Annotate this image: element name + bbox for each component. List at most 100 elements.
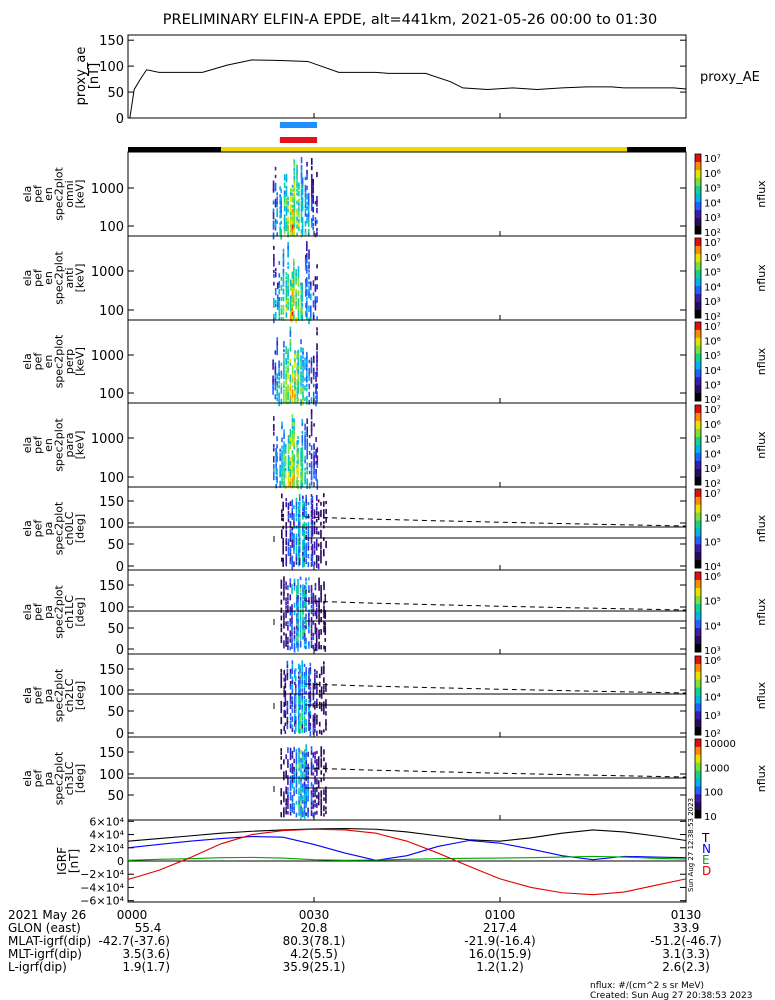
spectrogram-cell <box>303 641 306 645</box>
spectrogram-cell <box>312 764 315 770</box>
spectrogram-cell <box>303 773 306 778</box>
spectrogram-cell <box>318 581 320 586</box>
spectrogram-cell <box>308 621 310 628</box>
spectrogram-cell <box>274 304 277 308</box>
spectrogram-cell <box>306 269 308 274</box>
spectrogram-cell <box>318 701 321 706</box>
spectrogram-cell <box>291 604 293 610</box>
spectrogram-cell <box>282 501 284 507</box>
spectrogram-cell <box>305 645 307 650</box>
spectrogram-cell <box>291 802 294 809</box>
spectrogram-cell <box>303 537 306 542</box>
spectrogram-cell <box>274 268 277 272</box>
spectrogram-cell <box>310 632 313 637</box>
spectrogram-cell <box>287 621 289 625</box>
spectrogram-cell <box>297 727 300 734</box>
spectrogram-cell <box>293 310 295 316</box>
spectrogram-cell <box>280 386 283 392</box>
colorbar-segment <box>695 604 701 613</box>
spectrogram-cell <box>276 298 279 305</box>
spectrogram-cell <box>278 313 281 317</box>
colorbar-tick-label: 10³ <box>704 646 721 657</box>
spectrogram-cell <box>310 608 313 615</box>
spectrogram-cell <box>301 676 303 681</box>
spectrogram-cell <box>314 767 316 773</box>
spectrogram-cell <box>296 172 298 178</box>
spectrogram-cell <box>298 791 300 796</box>
colorbar-tick-label: 10³ <box>704 297 721 308</box>
spectrogram-cell <box>318 605 320 611</box>
spectrogram-cell <box>289 795 292 801</box>
spectrogram-cell <box>307 534 310 539</box>
spectrogram-cell <box>280 672 283 679</box>
spectrogram-cell <box>280 188 283 194</box>
spectrogram-cell <box>304 266 307 271</box>
spectrogram-cell <box>298 182 300 188</box>
spectrogram-cell <box>285 189 288 195</box>
spectrogram-cell <box>293 646 296 653</box>
spec-ylabel-line: pef <box>32 602 45 621</box>
spectrogram-cell <box>297 357 300 363</box>
spectrogram-cell <box>294 374 296 380</box>
spectrogram-cell <box>310 206 313 211</box>
spectrogram-cell <box>299 616 302 622</box>
spectrogram-cell <box>303 663 306 668</box>
spectrogram-cell <box>303 719 306 726</box>
spectrogram-cell <box>284 443 287 451</box>
spectrogram-cell <box>325 727 327 731</box>
spectrogram-cell <box>305 593 307 600</box>
spectrogram-cell <box>298 537 301 542</box>
spectrogram-cell <box>290 228 292 233</box>
spectrogram-cell <box>291 539 294 545</box>
spectrogram-cell <box>297 663 300 670</box>
spectrogram-cell <box>310 790 313 795</box>
spectrogram-cell <box>293 505 295 510</box>
spectrogram-cell <box>287 502 290 509</box>
spectrogram-cell <box>291 724 294 730</box>
spectrogram-cell <box>325 723 327 727</box>
colorbar-segment <box>695 703 701 712</box>
spec-ytick-label: 100 <box>99 304 124 319</box>
colorbar-segment <box>695 170 701 179</box>
spectrogram-cell <box>295 756 298 763</box>
spectrogram-cell <box>307 196 310 204</box>
spectrogram-cell <box>301 482 304 487</box>
spectrogram-cell <box>289 783 292 789</box>
spectrogram-cell <box>297 463 299 469</box>
spectrogram-cell <box>297 549 300 556</box>
spec-ylabel-line: [keV] <box>74 264 87 293</box>
spectrogram-cell <box>302 375 304 383</box>
spectrogram-cell <box>310 498 313 504</box>
spectrogram-cell <box>299 688 301 693</box>
spectrogram-cell <box>301 177 304 183</box>
spectrogram-cell <box>289 668 292 675</box>
spectrogram-cell <box>285 522 288 526</box>
spectrogram-cell <box>291 728 294 733</box>
spectrogram-cell <box>324 622 327 626</box>
spectrogram-cell <box>280 728 283 735</box>
spectrogram-cell <box>310 762 313 767</box>
spectrogram-cell <box>285 585 287 590</box>
spectrogram-cell <box>296 386 299 394</box>
spectrogram-cell <box>304 471 306 476</box>
spectrogram-cell <box>291 696 294 700</box>
spectrogram-cell <box>317 563 320 569</box>
colorbar-tick-label: 10⁵ <box>704 538 721 549</box>
spectrogram-cell <box>294 720 297 726</box>
spectrogram-cell <box>291 515 294 520</box>
spectrogram-cell <box>294 721 296 727</box>
spectrogram-cell <box>310 425 313 431</box>
spectrogram-cell <box>294 358 296 363</box>
loss-cone-dashed <box>304 516 687 527</box>
spectrogram-cell <box>283 385 285 389</box>
colorbar-segment <box>695 437 701 446</box>
spec-ytick-label: 100 <box>99 471 124 486</box>
spectrogram-cell <box>285 390 287 397</box>
spectrogram-cell <box>310 514 313 518</box>
spectrogram-cell <box>310 365 313 372</box>
spectrogram-cell <box>287 645 289 651</box>
spectrogram-cell <box>293 199 296 205</box>
spectrogram-cell <box>285 374 287 380</box>
spectrogram-cell <box>313 541 316 548</box>
spectrogram-cell <box>273 273 275 278</box>
